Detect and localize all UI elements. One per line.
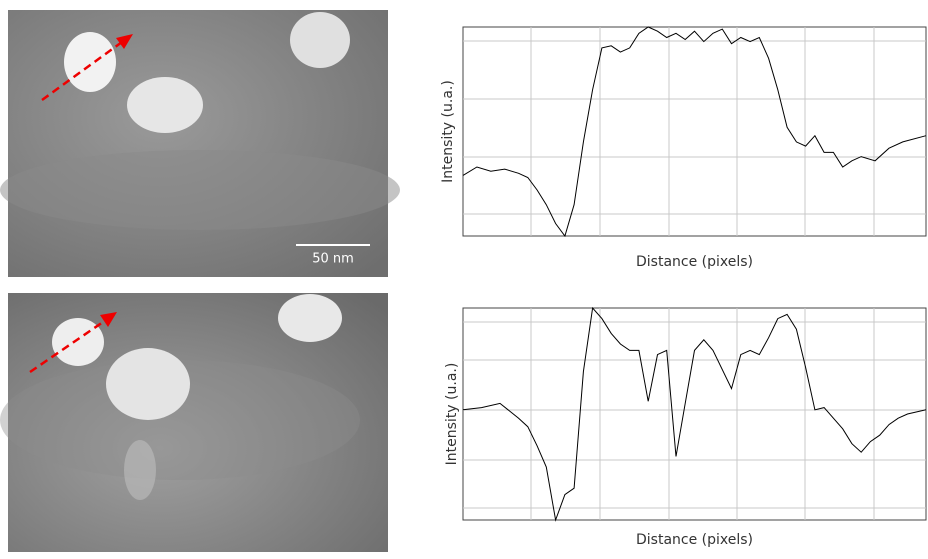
x-axis-label: Distance (pixels) (636, 532, 753, 548)
plot-frame-top (462, 26, 927, 237)
y-axis-label: Intensity (u.a.) (440, 80, 456, 183)
x-axis-label: Distance (pixels) (636, 254, 753, 270)
y-axis-label: Intensity (u.a.) (444, 363, 460, 466)
micrograph-bottom (0, 293, 388, 552)
micrograph-top: 50 nm (0, 10, 400, 277)
plot-frame-bottom (462, 307, 927, 521)
profile-line (462, 306, 927, 522)
scale-bar-label: 50 nm (312, 252, 354, 267)
profile-line (462, 26, 927, 238)
